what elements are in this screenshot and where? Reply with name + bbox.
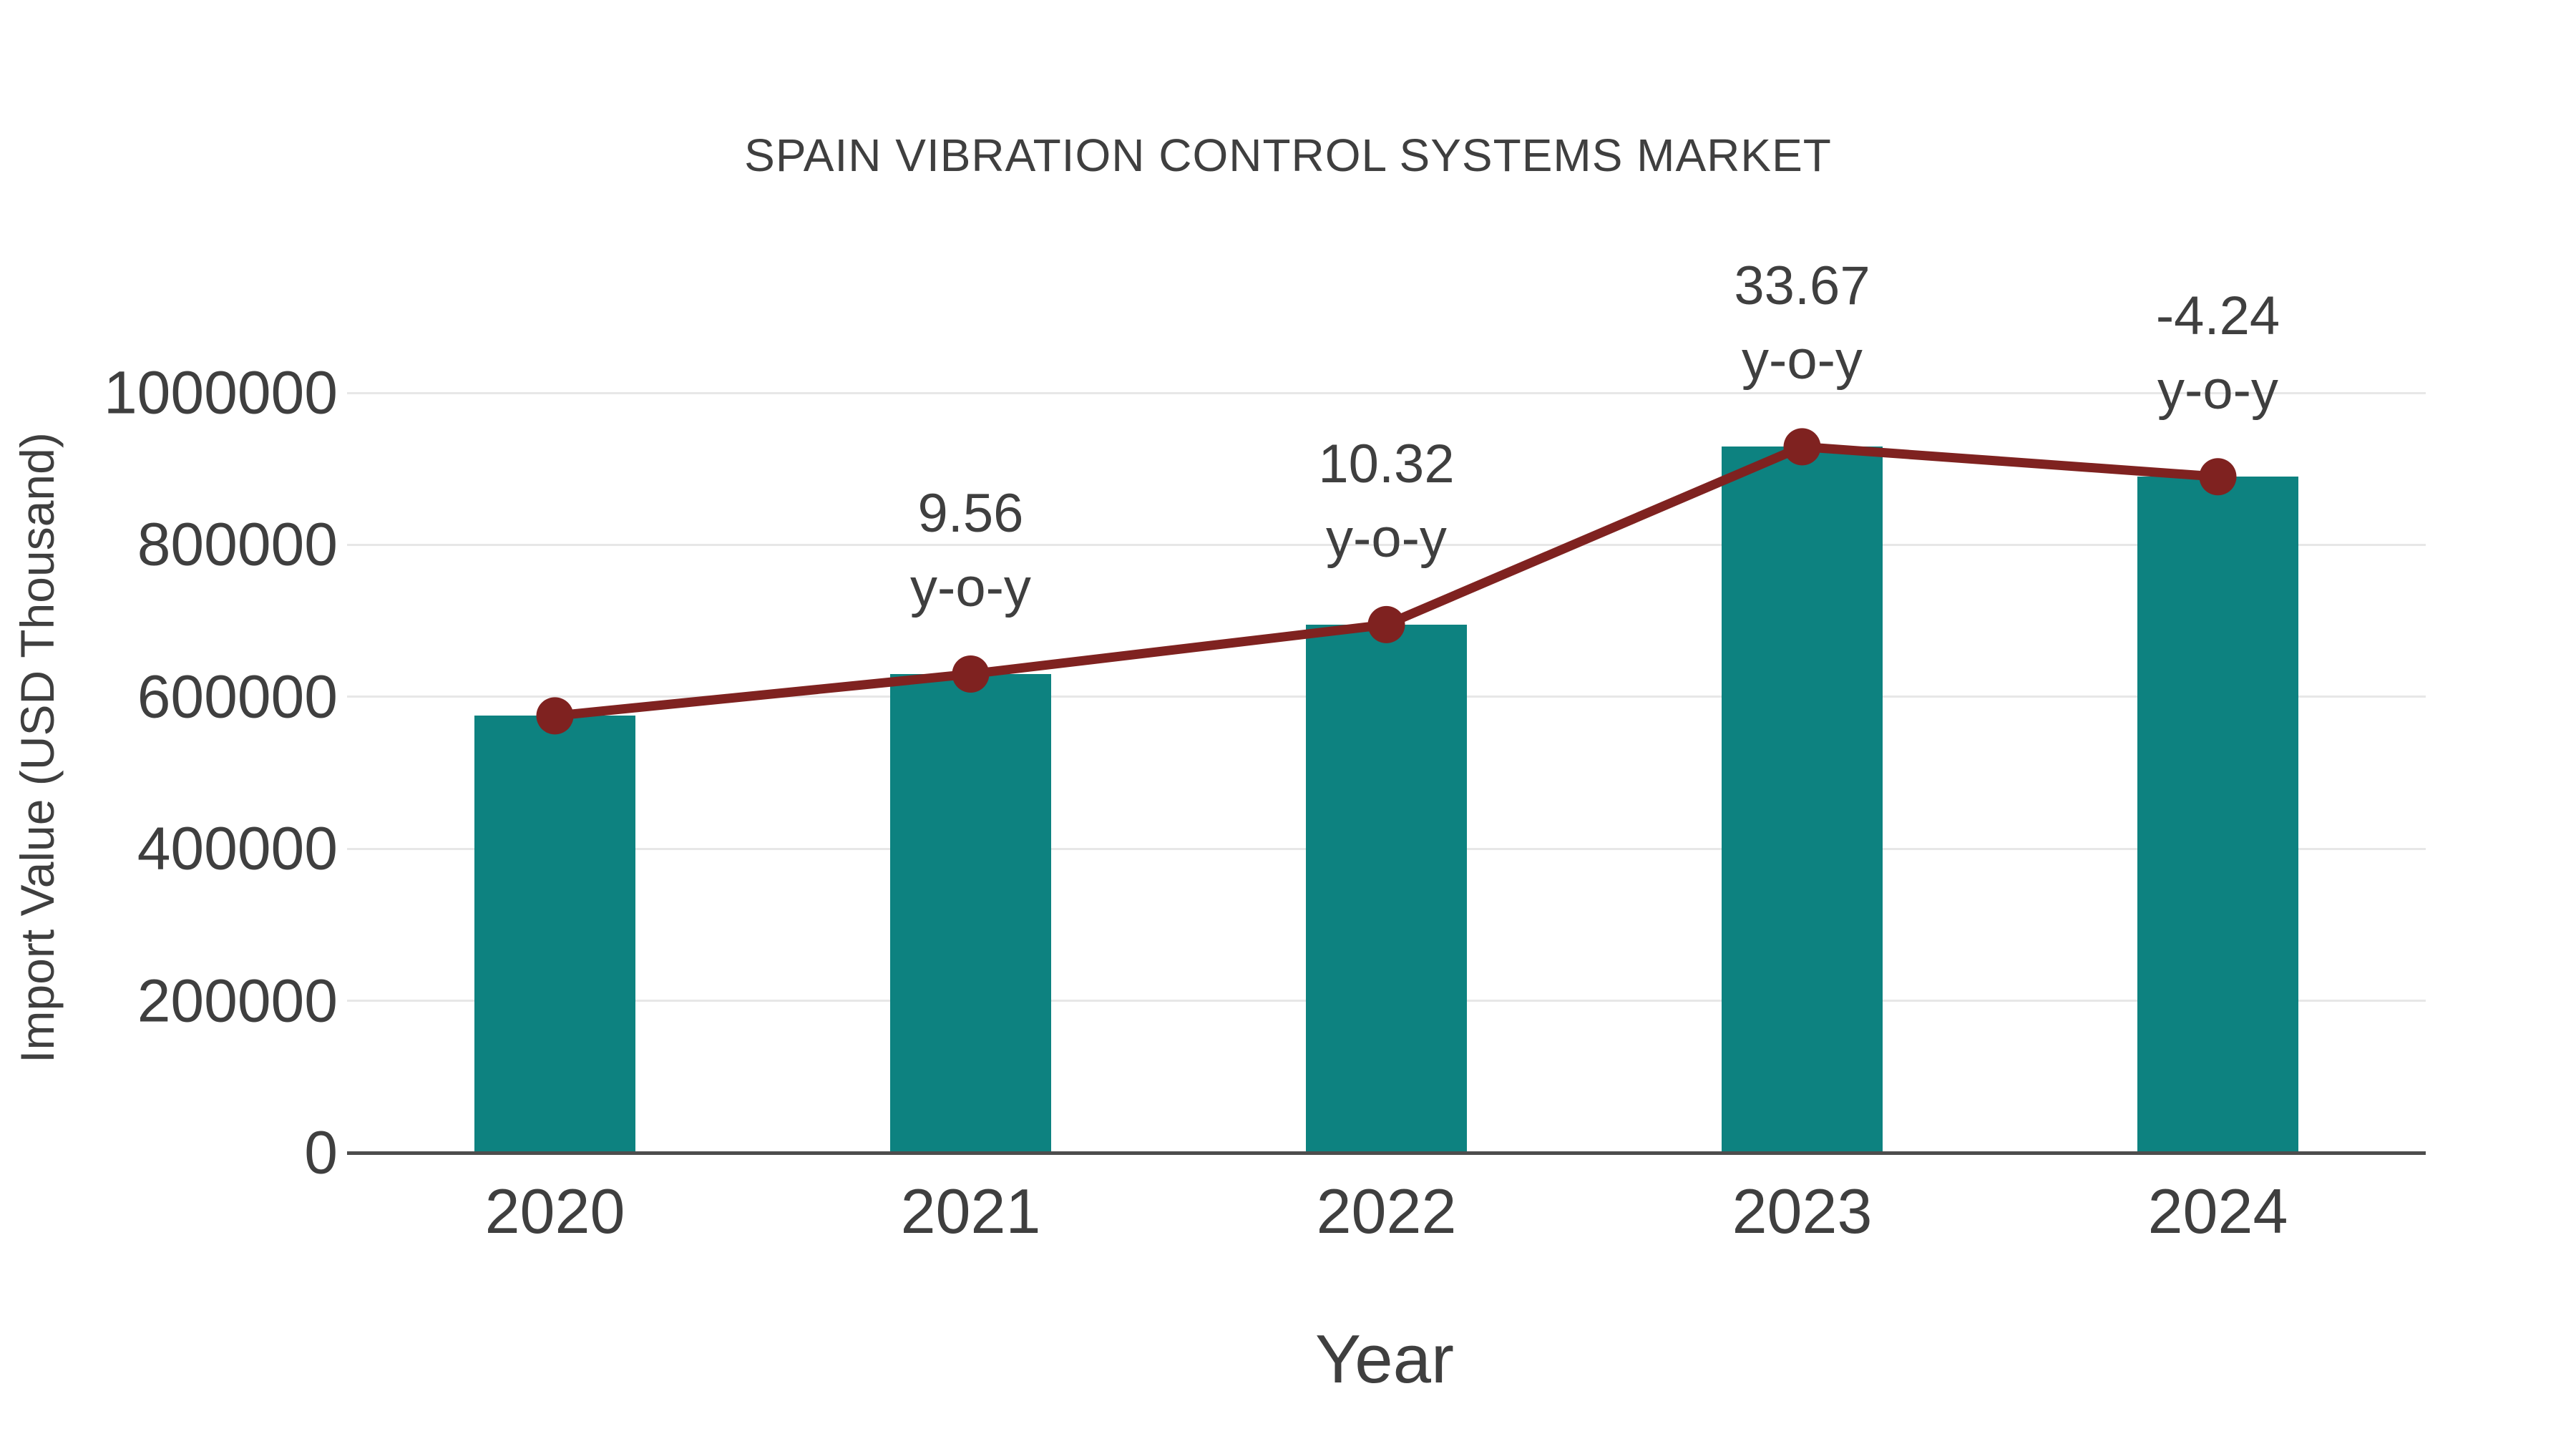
data-point-marker-2024 [2199,458,2237,496]
chart-title: SPAIN VIBRATION CONTROL SYSTEMS MARKET [744,130,1832,181]
y-tick-label-0: 0 [304,1118,338,1186]
y-tick-label-600000: 600000 [137,663,338,731]
yoy-annotation-value: 10.32 [1318,433,1455,494]
x-tick-label-2024: 2024 [2147,1176,2288,1246]
y-tick-label-800000: 800000 [137,510,338,578]
yoy-annotation-suffix: y-o-y [1742,330,1863,391]
gridline-1000000 [347,391,2426,394]
data-point-marker-2021 [952,655,990,693]
data-point-marker-2020 [536,697,574,735]
bar-2021 [890,673,1051,1153]
y-tick-label-400000: 400000 [137,814,338,882]
x-tick-label-2020: 2020 [484,1176,625,1246]
yoy-annotation-value: 9.56 [917,482,1024,544]
yoy-annotation-value: 33.67 [1734,255,1870,317]
yoy-annotation-suffix: y-o-y [1326,507,1447,569]
x-tick-label-2021: 2021 [900,1176,1041,1246]
bar-2020 [474,716,635,1153]
yoy-annotation-value: -4.24 [2155,286,2280,347]
y-tick-label-1000000: 1000000 [103,358,338,426]
bar-2024 [2137,477,2298,1153]
y-tick-label-200000: 200000 [137,967,338,1035]
data-point-marker-2022 [1367,605,1405,643]
yoy-annotation-2024: -4.24 y-o-y [1968,279,2469,428]
bar-2023 [1722,447,1883,1153]
yoy-annotation-suffix: y-o-y [910,557,1031,618]
x-tick-label-2022: 2022 [1316,1176,1457,1246]
gridline-800000 [347,543,2426,546]
x-tick-label-2023: 2023 [1732,1176,1873,1246]
x-axis-title: Year [1315,1321,1454,1397]
yoy-annotation-2022: 10.32 y-o-y [1136,427,1637,576]
yoy-annotation-2023: 33.67 y-o-y [1552,249,2053,398]
yoy-annotation-suffix: y-o-y [2157,360,2278,421]
y-axis-title: Import Value (USD Thousand) [11,432,64,1063]
data-point-marker-2023 [1783,428,1821,466]
x-axis-line [347,1151,2426,1155]
yoy-annotation-2021: 9.56 y-o-y [721,477,1221,625]
bar-2022 [1306,624,1467,1153]
